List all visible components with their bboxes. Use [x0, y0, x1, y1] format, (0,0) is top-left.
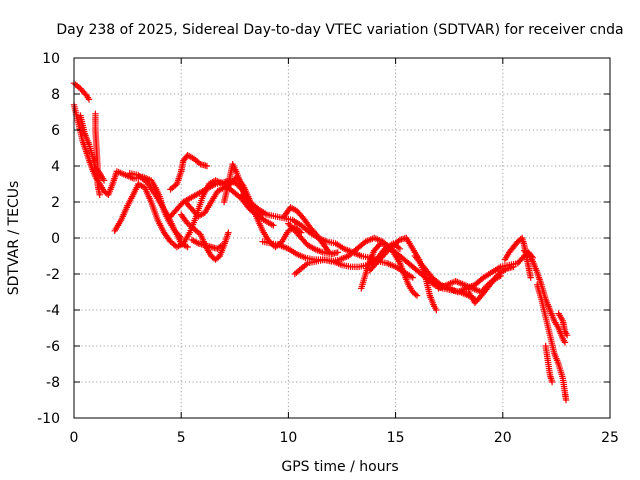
data-point — [382, 249, 389, 257]
series-sat-d — [92, 110, 103, 198]
series-sat-w — [501, 234, 534, 281]
data-point — [433, 306, 440, 314]
data-point — [178, 234, 185, 242]
series-sat-f — [126, 170, 185, 242]
data-point — [409, 274, 416, 281]
data-point — [176, 233, 184, 240]
x-tick-label: 5 — [177, 430, 186, 446]
y-tick-label: 4 — [51, 159, 60, 175]
data-point — [527, 274, 534, 281]
x-tick-label: 20 — [494, 430, 512, 446]
y-tick-label: -10 — [37, 411, 60, 427]
data-point — [225, 229, 232, 236]
series-sat-v — [465, 263, 517, 306]
y-tick-label: -6 — [46, 339, 60, 355]
chart-title: Day 238 of 2025, Sidereal Day-to-day VTE… — [56, 22, 623, 38]
series-sat-p — [285, 220, 341, 258]
data-point — [383, 248, 391, 255]
data-point — [563, 332, 571, 339]
series-sat-a — [70, 80, 93, 103]
series-sat-x — [521, 247, 569, 346]
x-tick-label: 0 — [70, 430, 79, 446]
data-point — [379, 252, 386, 260]
data-point — [380, 251, 388, 258]
y-axis-title: SDTVAR / TECUs — [6, 181, 22, 296]
y-tick-label: -4 — [46, 303, 60, 319]
x-axis-title: GPS time / hours — [281, 459, 398, 475]
y-tick-labels: -10 -8 -6 -4 -2 0 2 4 6 8 10 — [37, 51, 60, 427]
grid-lines — [74, 58, 610, 418]
data-point — [270, 222, 277, 229]
data-point — [96, 191, 103, 198]
series-sat-z — [542, 342, 556, 386]
data-point — [413, 292, 421, 299]
data-point — [184, 243, 191, 251]
x-tick-label: 25 — [601, 430, 619, 446]
data-point — [548, 378, 556, 386]
y-tick-label: -8 — [46, 375, 60, 391]
data-marks — [70, 80, 571, 404]
data-point — [82, 91, 89, 98]
data-point — [412, 291, 419, 298]
series-sat-s — [366, 234, 440, 314]
series-sat-k — [188, 236, 226, 252]
data-point — [396, 245, 404, 252]
series-sat-aa — [555, 310, 571, 339]
data-point — [385, 246, 392, 254]
data-point — [240, 188, 247, 195]
data-point — [561, 339, 569, 346]
x-tick-label: 10 — [279, 430, 297, 446]
data-point — [218, 242, 226, 249]
data-point — [203, 162, 211, 170]
data-point — [510, 263, 517, 270]
series-sat-l — [220, 161, 247, 206]
x-tick-label: 15 — [387, 430, 405, 446]
x-tick-labels: 0 5 10 15 20 25 — [70, 430, 619, 446]
series-sat-m — [238, 191, 416, 281]
y-tick-label: 10 — [42, 51, 60, 67]
y-tick-label: 6 — [51, 123, 60, 139]
data-point — [217, 243, 224, 250]
y-tick-label: -2 — [46, 267, 60, 283]
series-sat-y — [533, 281, 570, 404]
data-point — [100, 177, 108, 184]
y-tick-label: 2 — [51, 195, 60, 211]
series-sat-g — [167, 152, 211, 193]
y-tick-label: 0 — [51, 231, 60, 247]
data-point — [334, 249, 341, 256]
y-tick-label: 8 — [51, 87, 60, 103]
data-point — [85, 96, 93, 103]
tick-marks — [73, 57, 611, 419]
data-point — [562, 396, 570, 404]
